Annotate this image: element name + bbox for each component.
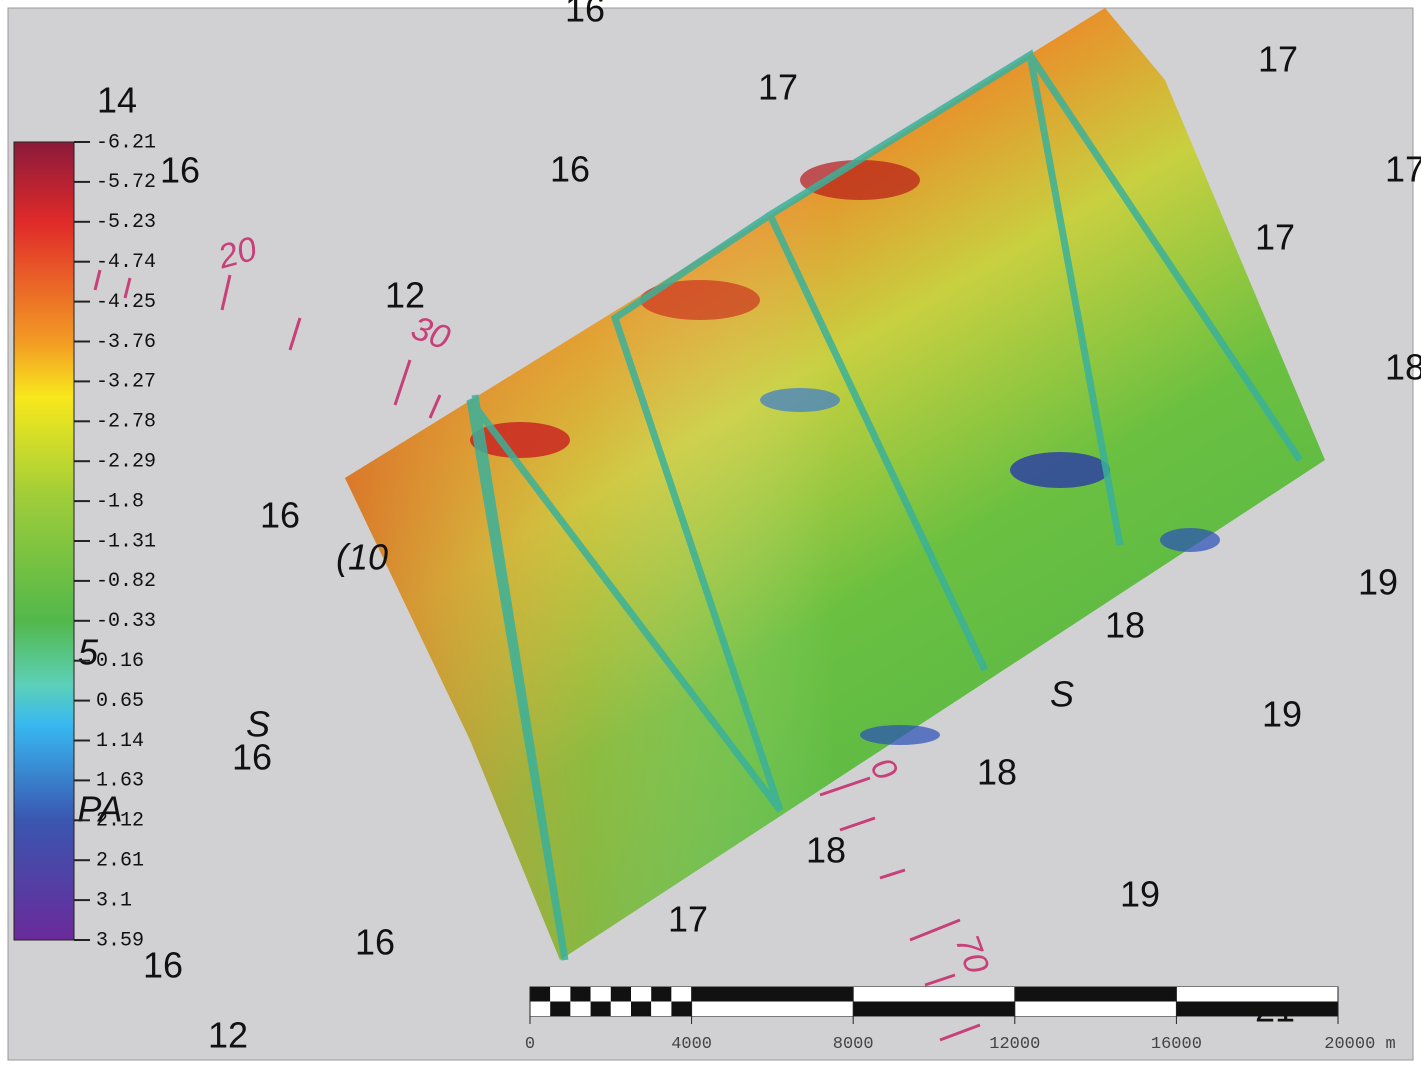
depth-sounding: 19 — [1120, 874, 1160, 915]
colorbar-tick-label: -6.21 — [96, 131, 156, 154]
colorbar-tick-label: 3.1 — [96, 889, 132, 912]
scale-segment — [1176, 1002, 1338, 1017]
scale-segment — [853, 987, 1015, 1002]
scale-segment — [1176, 987, 1338, 1002]
scale-segment — [1015, 1002, 1177, 1017]
depth-sounding: 17 — [1258, 39, 1298, 80]
map: 16 14 17 17 16 16 17 17 12 18 16 19 18 19 16 18 18 19 17 16… — [0, 0, 1421, 1068]
colorbar — [14, 142, 74, 940]
colorbar-tick-label: 1.63 — [96, 770, 144, 793]
depth-sounding: 16 — [355, 922, 395, 963]
colorbar-tick-label: 3.59 — [96, 929, 144, 952]
scale-checker — [570, 1002, 590, 1017]
colorbar-tick-label: -4.74 — [96, 251, 156, 274]
scale-tick-label: 8000 — [833, 1035, 874, 1054]
depth-sounding: 16 — [160, 150, 200, 191]
depth-sounding: 18 — [1105, 605, 1145, 646]
scale-checker — [550, 987, 570, 1002]
scale-checker — [591, 987, 611, 1002]
scale-checker — [611, 1002, 631, 1017]
depth-sounding: 18 — [977, 752, 1017, 793]
scale-tick-label: 16000 — [1151, 1035, 1202, 1054]
depth-sounding: 19 — [1358, 562, 1398, 603]
depth-sounding: 18 — [806, 830, 846, 871]
depth-sounding: 16 — [143, 945, 183, 986]
scale-segment — [1015, 987, 1177, 1002]
depth-sounding: 17 — [758, 67, 798, 108]
scale-checker — [530, 987, 550, 1002]
scale-checker — [550, 1002, 570, 1017]
scale-tick-label: 4000 — [671, 1035, 712, 1054]
depth-sounding: 16 — [565, 0, 605, 30]
scale-checker — [671, 1002, 691, 1017]
colorbar-tick-label: -3.76 — [96, 331, 156, 354]
scale-checker — [530, 1002, 550, 1017]
colorbar-tick-label: -5.72 — [96, 171, 156, 194]
colorbar-tick-label: 1.14 — [96, 730, 144, 753]
colorbar-tick-label: -5.23 — [96, 211, 156, 234]
scale-checker — [651, 987, 671, 1002]
colorbar-tick-label: 0.65 — [96, 690, 144, 713]
scale-checker — [591, 1002, 611, 1017]
colorbar-tick-label: -2.78 — [96, 411, 156, 434]
depth-sounding: 12 — [208, 1015, 248, 1056]
colorbar-tick-label: 2.61 — [96, 849, 144, 872]
depth-sounding: 14 — [97, 80, 137, 121]
depth-sounding: 19 — [1262, 694, 1302, 735]
scale-checker — [631, 987, 651, 1002]
chart-label: (10 — [336, 537, 388, 578]
colorbar-tick-label: -2.29 — [96, 450, 156, 473]
scale-checker — [651, 1002, 671, 1017]
colorbar-tick-label: 2.12 — [96, 810, 144, 833]
scale-tick-label: 12000 — [989, 1035, 1040, 1054]
depth-sounding: 18 — [1385, 347, 1421, 388]
colorbar-tick-label: -0.82 — [96, 570, 156, 593]
colorbar-tick-label: -0.33 — [96, 610, 156, 633]
scale-checker — [671, 987, 691, 1002]
scale-segment — [692, 987, 854, 1002]
depth-sounding: 17 — [1255, 217, 1295, 258]
depth-sounding: 16 — [550, 149, 590, 190]
depth-sounding: 17 — [1385, 149, 1421, 190]
colorbar-tick-label: -3.27 — [96, 371, 156, 394]
scale-checker — [631, 1002, 651, 1017]
scale-checker — [570, 987, 590, 1002]
chart-label: S — [1050, 674, 1074, 715]
colorbar-tick-label: 0.16 — [96, 650, 144, 673]
scale-checker — [611, 987, 631, 1002]
chart-label: S — [246, 704, 270, 745]
page: {"soundings":[16,14,17,17,16,16,17,17,12… — [0, 0, 1421, 1068]
depth-sounding: 16 — [260, 495, 300, 536]
colorbar-tick-label: -1.8 — [96, 490, 144, 513]
colorbar-tick-label: -1.31 — [96, 530, 156, 553]
scale-tick-label: 20000 m — [1324, 1035, 1395, 1054]
scale-tick-label: 0 — [525, 1035, 535, 1054]
colorbar-tick-label: -4.25 — [96, 291, 156, 314]
scale-segment — [692, 1002, 854, 1017]
depth-sounding: 17 — [668, 899, 708, 940]
scale-segment — [853, 1002, 1015, 1017]
